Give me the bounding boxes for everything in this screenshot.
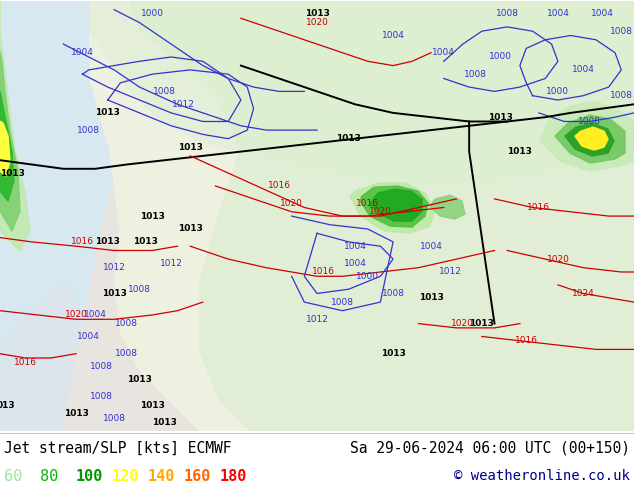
Text: 1013: 1013 xyxy=(63,409,89,418)
Text: 1004: 1004 xyxy=(344,242,366,251)
Text: 1016: 1016 xyxy=(356,198,379,208)
Text: 1004: 1004 xyxy=(547,9,569,19)
Text: 1013: 1013 xyxy=(178,143,203,152)
Polygon shape xyxy=(555,115,625,163)
Text: 013: 013 xyxy=(0,401,16,410)
Text: 1004: 1004 xyxy=(572,65,595,74)
Text: 1004: 1004 xyxy=(344,259,366,268)
Text: 1024: 1024 xyxy=(572,289,595,298)
Text: 1004: 1004 xyxy=(420,242,443,251)
Text: 1013: 1013 xyxy=(139,401,165,410)
Text: 180: 180 xyxy=(220,468,247,484)
Polygon shape xyxy=(370,189,422,221)
Text: 80: 80 xyxy=(40,468,58,484)
Text: Jet stream/SLP [kts] ECMWF: Jet stream/SLP [kts] ECMWF xyxy=(4,441,231,456)
Text: 1000: 1000 xyxy=(356,272,379,281)
Text: 1008: 1008 xyxy=(331,297,354,307)
Polygon shape xyxy=(350,183,435,233)
Text: 1004: 1004 xyxy=(591,9,614,19)
Text: 1008: 1008 xyxy=(578,117,601,126)
Text: 1020: 1020 xyxy=(547,255,569,264)
Text: 1008: 1008 xyxy=(90,392,113,401)
Polygon shape xyxy=(90,1,634,431)
Text: 1013: 1013 xyxy=(418,294,444,302)
Text: 1013: 1013 xyxy=(127,375,152,384)
Text: 1020: 1020 xyxy=(369,207,392,216)
Text: 1016: 1016 xyxy=(312,268,335,276)
Text: 1008: 1008 xyxy=(90,362,113,371)
Text: 1004: 1004 xyxy=(84,311,107,319)
Text: 1008: 1008 xyxy=(464,70,487,79)
Text: 1020: 1020 xyxy=(306,18,328,27)
Text: © weatheronline.co.uk: © weatheronline.co.uk xyxy=(454,469,630,483)
Text: 1016: 1016 xyxy=(527,203,550,212)
Text: 1013: 1013 xyxy=(0,169,25,177)
Text: 1004: 1004 xyxy=(432,48,455,57)
Text: 1013: 1013 xyxy=(507,147,533,156)
Text: 60: 60 xyxy=(4,468,22,484)
Text: 120: 120 xyxy=(112,468,139,484)
Text: 1008: 1008 xyxy=(115,349,138,358)
Text: 1012: 1012 xyxy=(306,315,328,324)
Polygon shape xyxy=(0,51,20,231)
Text: 1000: 1000 xyxy=(141,9,164,19)
Text: 1012: 1012 xyxy=(160,259,183,268)
Text: 1013: 1013 xyxy=(95,237,120,246)
Polygon shape xyxy=(565,123,614,156)
Text: 1000: 1000 xyxy=(489,52,512,61)
Text: 1004: 1004 xyxy=(77,332,100,341)
Text: 1013: 1013 xyxy=(380,349,406,358)
Text: 1008: 1008 xyxy=(610,91,633,100)
Polygon shape xyxy=(90,1,634,186)
Polygon shape xyxy=(360,186,428,227)
Text: 1012: 1012 xyxy=(103,263,126,272)
Text: 1016: 1016 xyxy=(515,336,538,345)
Text: 1020: 1020 xyxy=(65,311,87,319)
Polygon shape xyxy=(540,101,634,171)
Polygon shape xyxy=(0,121,10,176)
Text: 1008: 1008 xyxy=(610,26,633,36)
Text: 1013: 1013 xyxy=(95,108,120,118)
Polygon shape xyxy=(0,1,120,431)
Polygon shape xyxy=(0,91,14,201)
Polygon shape xyxy=(130,1,634,431)
Text: 1008: 1008 xyxy=(103,414,126,423)
Text: 1013: 1013 xyxy=(178,224,203,234)
Text: 1013: 1013 xyxy=(336,134,361,143)
Text: 1004: 1004 xyxy=(382,31,404,40)
Text: 100: 100 xyxy=(76,468,103,484)
Text: 1008: 1008 xyxy=(382,289,404,298)
Text: 1000: 1000 xyxy=(547,87,569,96)
Text: 1008: 1008 xyxy=(77,125,100,135)
Text: 1008: 1008 xyxy=(496,9,519,19)
Text: 140: 140 xyxy=(148,468,176,484)
Text: 160: 160 xyxy=(184,468,211,484)
Text: 1008: 1008 xyxy=(115,319,138,328)
Text: 1008: 1008 xyxy=(128,285,151,294)
Polygon shape xyxy=(575,127,608,150)
Text: 1020: 1020 xyxy=(280,198,303,208)
Text: 1016: 1016 xyxy=(14,358,37,367)
Polygon shape xyxy=(0,281,80,431)
Polygon shape xyxy=(430,195,465,219)
Text: 1013: 1013 xyxy=(101,289,127,298)
Text: 1016: 1016 xyxy=(268,181,290,191)
Text: Sa 29-06-2024 06:00 UTC (00+150): Sa 29-06-2024 06:00 UTC (00+150) xyxy=(350,441,630,456)
Text: 1013: 1013 xyxy=(488,113,514,122)
Text: 1016: 1016 xyxy=(71,237,94,246)
Polygon shape xyxy=(0,1,30,251)
Text: 1012: 1012 xyxy=(439,268,462,276)
Text: 1013: 1013 xyxy=(133,237,158,246)
Text: 1013: 1013 xyxy=(139,212,165,220)
Text: 1013: 1013 xyxy=(152,418,178,427)
Text: 1020: 1020 xyxy=(451,319,474,328)
Text: 1012: 1012 xyxy=(172,100,195,109)
Text: 1008: 1008 xyxy=(153,87,176,96)
Text: 1004: 1004 xyxy=(71,48,94,57)
Text: 1013: 1013 xyxy=(469,319,495,328)
Text: 1013: 1013 xyxy=(304,9,330,19)
